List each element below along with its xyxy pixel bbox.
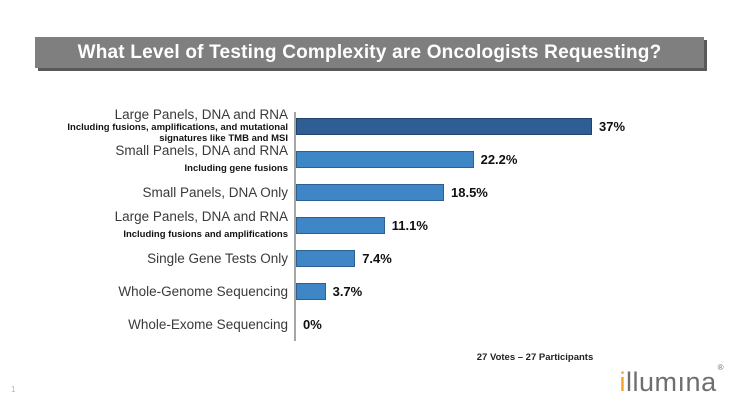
chart-row: Small Panels, DNA and RNA Including gene … bbox=[0, 143, 736, 176]
bar bbox=[296, 184, 444, 201]
category-sublabel: Including fusions and amplifications bbox=[123, 229, 288, 241]
logo-text: llumına bbox=[626, 367, 717, 397]
category-label: Single Gene Tests Only bbox=[147, 250, 288, 266]
category-sublabel: Including fusions, amplifications, and m… bbox=[67, 122, 288, 145]
category-label: Whole-Exome Sequencing bbox=[128, 316, 288, 332]
value-label: 7.4% bbox=[362, 251, 392, 266]
chart-row: Single Gene Tests Only 7.4% bbox=[0, 242, 736, 275]
value-label: 18.5% bbox=[451, 185, 488, 200]
chart-row: Large Panels, DNA and RNA Including fusio… bbox=[0, 209, 736, 242]
category-label: Small Panels, DNA Only bbox=[142, 184, 288, 200]
category-label: Large Panels, DNA and RNA bbox=[114, 209, 288, 224]
bar-group: 0% bbox=[296, 316, 322, 333]
y-axis-line bbox=[294, 112, 296, 341]
votes-note: 27 Votes – 27 Participants bbox=[476, 352, 594, 363]
bar-group: 18.5% bbox=[296, 184, 488, 201]
category-labels: Large Panels, DNA and RNA Including fusio… bbox=[0, 107, 288, 146]
illumina-logo: illumına® bbox=[619, 364, 724, 397]
value-label: 22.2% bbox=[480, 152, 518, 167]
bar bbox=[296, 118, 592, 135]
value-label: 3.7% bbox=[332, 284, 363, 299]
value-label: 37% bbox=[599, 119, 626, 134]
bar-group: 3.7% bbox=[296, 283, 362, 300]
bar bbox=[296, 151, 474, 168]
bar bbox=[296, 250, 356, 267]
bar-group: 7.4% bbox=[296, 250, 392, 267]
value-label: 0% bbox=[303, 317, 322, 332]
chart-row: Small Panels, DNA Only 18.5% bbox=[0, 176, 736, 209]
value-label: 11.1% bbox=[391, 218, 428, 233]
page-number: 1 bbox=[11, 385, 16, 394]
logo-registered-mark: ® bbox=[717, 363, 724, 372]
bar-group: 37% bbox=[296, 118, 625, 135]
chart-row: Whole-Exome Sequencing 0% bbox=[0, 308, 736, 341]
category-labels: Whole-Genome Sequencing bbox=[0, 284, 288, 299]
category-label: Large Panels, DNA and RNA bbox=[114, 106, 288, 122]
page-title: What Level of Testing Complexity are Onc… bbox=[77, 41, 662, 63]
category-label: Whole-Genome Sequencing bbox=[118, 283, 288, 299]
category-label: Small Panels, DNA and RNA bbox=[115, 143, 288, 158]
logo-letter-i: i bbox=[619, 367, 627, 397]
category-labels: Small Panels, DNA and RNA Including gene … bbox=[0, 143, 288, 176]
chart-row: Large Panels, DNA and RNA Including fusio… bbox=[0, 107, 736, 146]
category-labels: Small Panels, DNA Only bbox=[0, 185, 288, 200]
title-banner: What Level of Testing Complexity are Onc… bbox=[35, 37, 704, 68]
bar-group: 11.1% bbox=[296, 217, 428, 234]
bar bbox=[296, 283, 326, 300]
category-sublabel: Including gene fusions bbox=[184, 163, 288, 175]
bar-chart: Large Panels, DNA and RNA Including fusio… bbox=[0, 107, 736, 348]
chart-rows: Large Panels, DNA and RNA Including fusio… bbox=[0, 107, 736, 341]
bar bbox=[296, 217, 385, 234]
category-labels: Whole-Exome Sequencing bbox=[0, 317, 288, 332]
bar-group: 22.2% bbox=[296, 151, 517, 168]
chart-row: Whole-Genome Sequencing 3.7% bbox=[0, 275, 736, 308]
category-labels: Large Panels, DNA and RNA Including fusio… bbox=[0, 209, 288, 242]
category-labels: Single Gene Tests Only bbox=[0, 251, 288, 266]
